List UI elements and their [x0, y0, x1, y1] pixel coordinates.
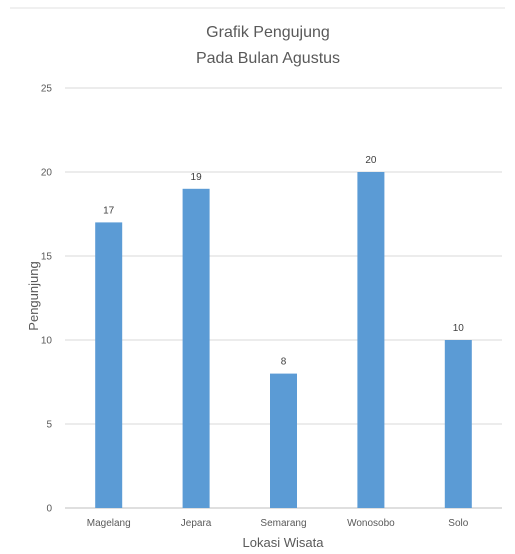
chart-subtitle: Pada Bulan Agustus — [196, 50, 340, 67]
x-tick-label: Wonosobo — [347, 518, 395, 529]
y-tick-label: 15 — [41, 252, 53, 263]
bars — [95, 172, 472, 509]
x-tick-label: Semarang — [260, 518, 306, 529]
bar — [270, 373, 297, 508]
y-axis-title: Pengunjung — [26, 261, 41, 330]
data-label: 10 — [453, 323, 465, 334]
x-tick-label: Solo — [448, 518, 468, 529]
x-tick-label: Magelang — [87, 518, 131, 529]
x-tick-label: Jepara — [181, 518, 212, 529]
y-tick-label: 25 — [41, 84, 53, 95]
data-label: 19 — [191, 172, 203, 183]
x-axis-title: Lokasi Wisata — [243, 535, 325, 550]
x-axis-ticks: Magelang Jepara Semarang Wonosobo Solo — [87, 518, 469, 529]
y-tick-label: 0 — [46, 504, 52, 515]
chart-title: Grafik Pengujung — [206, 24, 330, 41]
y-tick-label: 10 — [41, 336, 53, 347]
bar — [357, 172, 385, 508]
data-label: 17 — [103, 205, 115, 216]
bar — [444, 340, 472, 508]
data-label: 20 — [365, 155, 377, 166]
y-tick-label: 5 — [46, 420, 52, 431]
bar — [182, 188, 210, 509]
data-labels: 17 19 8 20 10 — [103, 155, 464, 368]
y-axis-ticks: 0 5 10 15 20 25 — [41, 84, 53, 515]
y-tick-label: 20 — [41, 168, 53, 179]
bar — [95, 222, 123, 508]
data-label: 8 — [281, 357, 287, 368]
